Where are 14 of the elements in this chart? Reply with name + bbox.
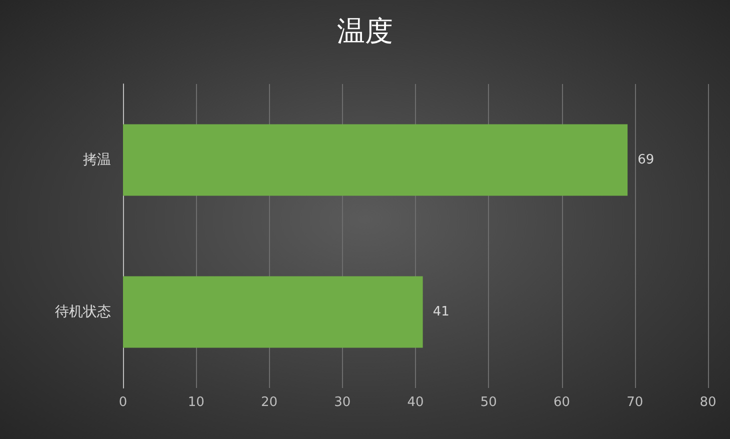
x-tick-label: 80	[700, 395, 716, 410]
x-tick-label: 50	[480, 395, 497, 410]
x-tick-label: 60	[553, 395, 570, 410]
y-tick-label: 拷温	[83, 152, 111, 168]
x-tick-label: 0	[118, 395, 128, 410]
x-tick-label: 40	[407, 395, 424, 410]
data-label: 69	[638, 152, 654, 168]
x-tick-label: 10	[188, 395, 204, 410]
chart-title: 温度	[337, 14, 393, 48]
x-tick-label: 70	[626, 395, 644, 410]
y-tick-label: 待机状态	[55, 304, 111, 320]
data-label: 41	[432, 304, 450, 320]
x-tick-label: 30	[334, 395, 351, 410]
x-tick-label: 20	[260, 395, 278, 410]
